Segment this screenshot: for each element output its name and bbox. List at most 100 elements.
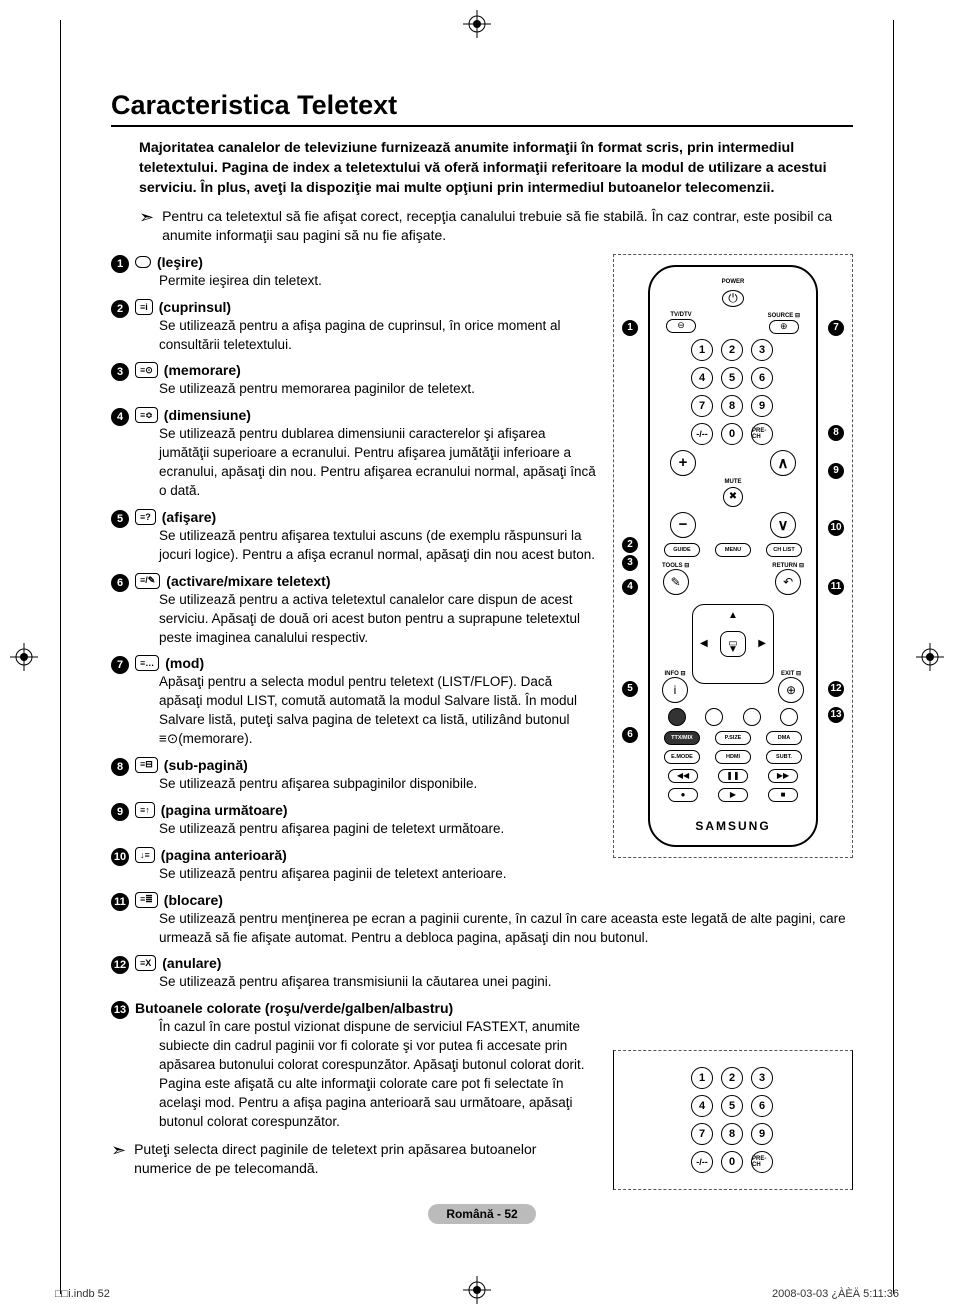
right-column: POWER ⏻ TV/DTV⊖ SOURCE ⊟⊕ 123 456 789 -/… — [613, 254, 853, 892]
item-10-desc: Se utilizează pentru afişarea paginii de… — [135, 865, 597, 884]
ch-up-icon: ∧ — [770, 450, 796, 476]
rewind-icon: ◀◀ — [668, 769, 698, 783]
item-2-desc: Se utilizează pentru a afişa pagina de c… — [135, 317, 597, 355]
reg-mark-left — [10, 643, 38, 671]
chlist-button-icon: CH LIST — [766, 543, 802, 557]
intro-paragraph: Majoritatea canalelor de televiziune fur… — [111, 139, 853, 199]
dma-button-icon: DMA — [766, 731, 802, 745]
item-5: 5 ≡?(afişare) Se utilizează pentru afişa… — [111, 509, 597, 565]
bullet-1: 1 — [111, 255, 129, 273]
reveal-icon: ≡? — [135, 509, 156, 525]
reg-mark-right — [916, 643, 944, 671]
top-note-text: Pentru ca teletextul să fie afişat corec… — [162, 207, 853, 246]
item-1-title: (Ieşire) — [157, 254, 203, 270]
item-8: 8 ≡⊟(sub-pagină) Se utilizează pentru af… — [111, 757, 597, 794]
bottom-note-text: Puteţi selecta direct paginile de telete… — [134, 1140, 597, 1179]
item-9-desc: Se utilizează pentru afişarea pagini de … — [135, 820, 597, 839]
item-8-title: (sub-pagină) — [164, 757, 248, 773]
color-buttons-row — [660, 708, 806, 726]
item-6-desc: Se utilizează pentru a activa teletextul… — [135, 591, 597, 648]
item-13: 13 Butoanele colorate (roşu/verde/galben… — [111, 1000, 597, 1131]
store-icon: ≡⊙ — [135, 362, 158, 378]
digit-0-icon: 0 — [721, 423, 743, 445]
item-3: 3 ≡⊙(memorare) Se utilizează pentru memo… — [111, 362, 597, 399]
note-arrow-icon-2: ➣ — [111, 1140, 126, 1162]
page-number-label: Română - 52 — [428, 1204, 535, 1224]
mute-label: MUTE — [725, 479, 742, 485]
remote-numpad: 123 456 789 -/--0PRE-CH — [691, 339, 775, 445]
stop-icon: ■ — [768, 788, 798, 802]
digit-7-icon: 7 — [691, 395, 713, 417]
np-dash-icon: -/-- — [691, 1151, 713, 1173]
item-10-title: (pagina anterioară) — [161, 847, 287, 863]
guide-button-icon: GUIDE — [664, 543, 700, 557]
tvdtv-label: TV/DTV — [670, 312, 691, 318]
callout-5: 5 — [622, 681, 638, 697]
mute-icon: ✖ — [723, 487, 743, 507]
item-7: 7 ≡…(mod) Apăsaţi pentru a selecta modul… — [111, 655, 597, 749]
bullet-4: 4 — [111, 408, 129, 426]
callout-1: 1 — [622, 320, 638, 336]
next-page-icon: ≡↑ — [135, 802, 155, 818]
callout-10: 10 — [828, 520, 844, 536]
page-title: Caracteristica Teletext — [111, 90, 853, 121]
bullet-11: 11 — [111, 893, 129, 911]
dpad-icon: ▭ ▲ ▼ ◀ ▶ — [678, 604, 788, 661]
item-3-desc: Se utilizează pentru memorarea paginilor… — [135, 380, 597, 399]
tvdtv-button-icon: ⊖ — [666, 319, 696, 333]
digit-3-icon: 3 — [751, 339, 773, 361]
digit-8-icon: 8 — [721, 395, 743, 417]
item-9: 9 ≡↑(pagina următoare) Se utilizează pen… — [111, 802, 597, 839]
digit-9-icon: 9 — [751, 395, 773, 417]
cancel-icon: ≡X — [135, 955, 156, 971]
brand-label: SAMSUNG — [695, 819, 770, 833]
callout-11: 11 — [828, 579, 844, 595]
hdmi-button-icon: HDMI — [715, 750, 751, 764]
callout-6: 6 — [622, 727, 638, 743]
callout-12: 12 — [828, 681, 844, 697]
red-button-icon — [668, 708, 686, 726]
item-9-title: (pagina următoare) — [161, 802, 288, 818]
callout-8: 8 — [828, 425, 844, 441]
np-6-icon: 6 — [751, 1095, 773, 1117]
play-icon: ▶ — [718, 788, 748, 802]
remote-control-illustration: POWER ⏻ TV/DTV⊖ SOURCE ⊟⊕ 123 456 789 -/… — [648, 265, 818, 847]
numpad-illustration-box: 123 456 789 -/--0PRE-CH — [613, 1050, 853, 1190]
item-4: 4 ≡≎(dimensiune) Se utilizează pentru du… — [111, 407, 597, 501]
item-7-title: (mod) — [165, 655, 204, 671]
bullet-2: 2 — [111, 300, 129, 318]
blue-button-icon — [780, 708, 798, 726]
exit-label: EXIT ⊟ — [781, 670, 801, 677]
source-label: SOURCE ⊟ — [768, 312, 800, 319]
left-column: 1 (Ieşire) Permite ieşirea din teletext.… — [111, 254, 597, 892]
digit-5-icon: 5 — [721, 367, 743, 389]
digit-4-icon: 4 — [691, 367, 713, 389]
ttxmix-button-icon: TTX/MIX — [664, 731, 700, 745]
footer-right: 2008-03-03 ¿ÀÈÄ 5:11:36 — [772, 1288, 899, 1300]
power-label: POWER — [722, 279, 745, 285]
bullet-5: 5 — [111, 510, 129, 528]
item-2: 2 ≡i(cuprinsul) Se utilizează pentru a a… — [111, 299, 597, 355]
mode-icon: ≡… — [135, 655, 159, 671]
source-button-icon: ⊕ — [769, 320, 799, 334]
item-7-desc: Apăsaţi pentru a selecta modul pentru te… — [135, 673, 597, 749]
item-13-desc: În cazul în care postul vizionat dispune… — [135, 1018, 597, 1131]
psize-button-icon: P.SIZE — [715, 731, 751, 745]
np-0-icon: 0 — [721, 1151, 743, 1173]
callout-2: 2 — [622, 537, 638, 553]
item-12-title: (anulare) — [162, 955, 221, 971]
footer-left: □□i.indb 52 — [55, 1288, 110, 1300]
np-4-icon: 4 — [691, 1095, 713, 1117]
item-2-title: (cuprinsul) — [159, 299, 231, 315]
digit-1-icon: 1 — [691, 339, 713, 361]
bullet-12: 12 — [111, 956, 129, 974]
prev-page-icon: ↓≡ — [135, 847, 155, 863]
item-10: 10 ↓≡(pagina anterioară) Se utilizează p… — [111, 847, 597, 884]
subt-button-icon: SUBT. — [766, 750, 802, 764]
two-column-layout: 1 (Ieşire) Permite ieşirea din teletext.… — [111, 254, 853, 892]
ch-down-icon: ∨ — [770, 512, 796, 538]
item-11-desc: Se utilizează pentru menţinerea pe ecran… — [135, 910, 853, 948]
green-button-icon — [705, 708, 723, 726]
ttx-mix-icon: ≡/✎ — [135, 573, 160, 589]
forward-icon: ▶▶ — [768, 769, 798, 783]
